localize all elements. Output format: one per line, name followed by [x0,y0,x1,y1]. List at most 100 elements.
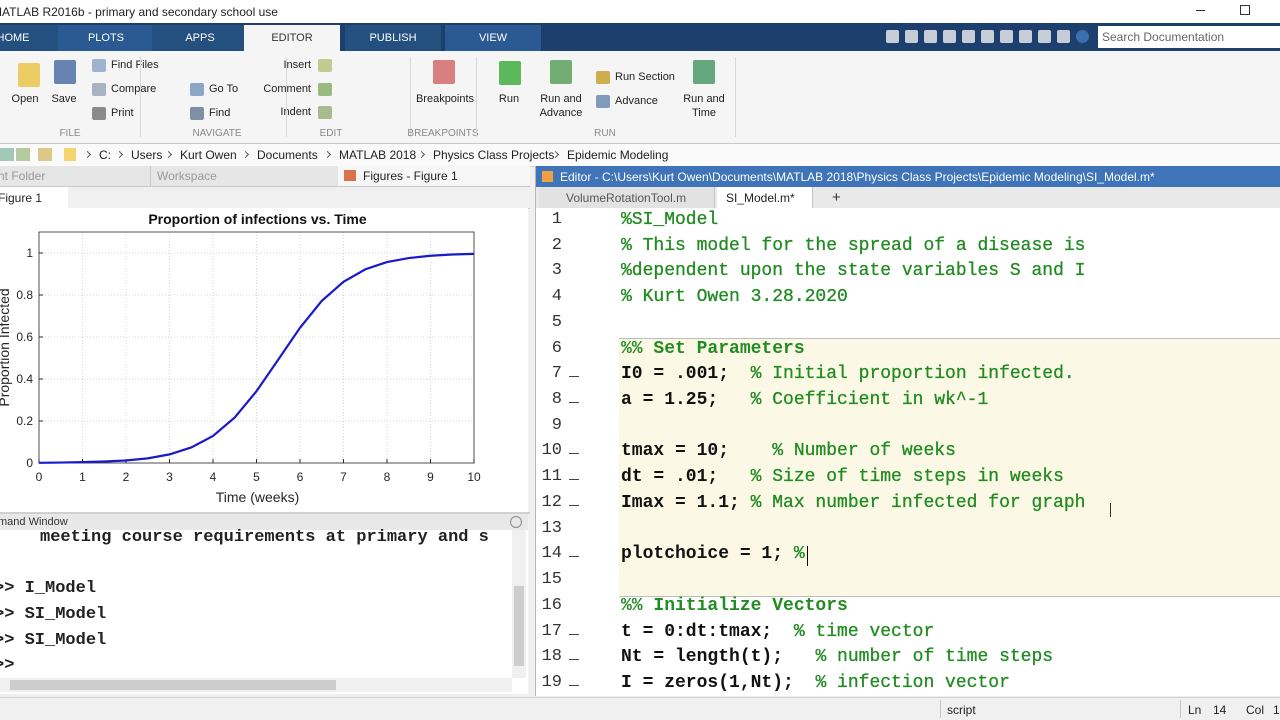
code-text: plotchoice = 1; [621,544,794,565]
button-icon[interactable] [499,61,521,85]
button-icon[interactable] [318,106,332,119]
toolstrip-button-label[interactable]: Time [691,107,717,119]
button-icon[interactable] [190,107,204,120]
nav-icon[interactable] [0,148,14,161]
y-tick-label: 0.4 [16,372,33,386]
editor-tab-label[interactable]: VolumeRotationTool.m [566,191,687,205]
panel-separator [0,512,530,514]
search-box[interactable]: Search Documentation [1098,26,1280,48]
ribbon-tab[interactable]: PUBLISH [345,25,441,51]
quick-access-icon[interactable] [886,30,899,43]
breadcrumb[interactable]: Epidemic Modeling [567,148,669,162]
folder-icon[interactable] [64,148,76,161]
button-icon[interactable] [596,71,610,84]
button-icon[interactable] [92,107,106,120]
breadcrumb[interactable]: C: [99,148,111,162]
ribbon-tab[interactable]: EDITOR [244,25,340,51]
button-icon[interactable] [92,59,106,72]
command-line: >> SI_Model [0,605,107,624]
button-icon[interactable] [18,63,40,87]
quick-access-icon[interactable] [943,30,956,43]
panel-tab[interactable]: Figures - Figure 1 [363,169,458,183]
figure-tab[interactable]: Figure 1 [0,191,43,205]
breadcrumb[interactable]: Kurt Owen [180,148,237,162]
panel-tab[interactable]: nt Folder [0,169,46,183]
ribbon-tab[interactable]: VIEW [445,25,541,51]
quick-access-icon[interactable] [924,30,937,43]
button-icon[interactable] [596,95,610,108]
toolstrip-button-label[interactable]: Run Section [615,71,675,83]
toolstrip-button-label[interactable]: Indent [280,106,311,118]
button-icon[interactable] [550,60,572,84]
button-icon[interactable] [693,60,715,84]
quick-access-icon[interactable] [1000,30,1013,43]
tab-close[interactable] [796,191,806,201]
toolstrip-button-label[interactable]: Find [209,107,231,119]
restore-button[interactable] [1240,5,1250,15]
toolstrip-button-label[interactable]: Run [498,93,520,105]
quick-access-icon[interactable] [981,30,994,43]
nav-icon[interactable] [38,148,52,161]
quick-access-icon[interactable] [1038,30,1051,43]
scroll-thumb[interactable] [514,586,524,666]
toolstrip-button-label[interactable]: Go To [209,83,239,95]
quick-access-icon[interactable] [905,30,918,43]
ribbon-tab-label[interactable]: APPS [185,32,215,44]
line-number: 15 [541,570,562,590]
ribbon-tab[interactable]: PLOTS [58,25,154,51]
toolstrip-button-label[interactable]: Save [51,93,77,105]
toolstrip-button-label[interactable]: Comment [263,83,311,95]
breadcrumb[interactable]: MATLAB 2018 [339,148,417,162]
group-separator [140,57,141,137]
toolstrip-button-label[interactable]: Run and [683,93,725,105]
code-line: %dependent upon the state variables S an… [621,261,1086,285]
ribbon-tab-label[interactable]: HOME [0,32,30,44]
command-window-title[interactable]: mand Window [0,516,68,528]
code-line: I = zeros(1,Nt); % infection vector [621,673,1010,697]
editor-tab-label[interactable]: SI_Model.m* [726,191,795,205]
toolstrip-button-label[interactable]: Find Files [111,59,159,71]
editor-title[interactable]: Editor - C:\Users\Kurt Owen\Documents\MA… [560,170,1155,184]
ribbon-tab-label[interactable]: PUBLISH [369,32,417,44]
editor-tab[interactable]: VolumeRotationTool.m [539,187,715,208]
minimize-button[interactable] [1196,10,1205,11]
quick-access-icon[interactable] [1057,30,1070,43]
toolstrip-button-label[interactable]: Print [111,107,134,119]
code-comment: %SI_Model [621,210,719,230]
toolstrip-button-label[interactable]: Insert [283,59,311,71]
quick-access-icon[interactable] [962,30,975,43]
breadcrumb[interactable]: Users [131,148,163,162]
toolstrip-button-label[interactable]: Run and [540,93,582,105]
scroll-thumb[interactable] [10,680,336,690]
quick-access-icon[interactable] [1076,30,1089,43]
panel-tab[interactable]: Workspace [157,169,217,183]
executable-marker [569,684,579,686]
button-icon[interactable] [318,59,332,72]
ribbon-tab-label[interactable]: EDITOR [271,32,313,44]
toolstrip-button-label[interactable]: Compare [111,83,157,95]
nav-icon[interactable] [16,148,30,161]
toolstrip-button-label[interactable]: Advance [615,95,658,107]
ribbon-tab[interactable]: HOME [0,25,61,51]
ribbon-tab-label[interactable]: PLOTS [87,32,125,44]
editor-tab[interactable]: SI_Model.m* [717,187,813,208]
panel-menu-button[interactable] [510,516,522,528]
tab-close[interactable] [698,191,708,201]
button-icon[interactable] [190,83,204,96]
toolstrip-button-label[interactable]: Breakpoints [415,93,475,105]
button-icon[interactable] [54,60,76,84]
figure-tab-row [0,187,530,209]
button-icon[interactable] [318,83,332,96]
line-number: 5 [551,312,562,332]
toolstrip-button-label[interactable]: Open [11,93,39,105]
button-icon[interactable] [92,83,106,96]
new-tab[interactable]: + [832,189,841,206]
quick-access-icon[interactable] [1019,30,1032,43]
ribbon-tab[interactable]: APPS [152,25,248,51]
breadcrumb[interactable]: Physics Class Projects [433,148,555,162]
button-icon[interactable] [433,60,455,84]
breadcrumb[interactable]: Documents [257,148,318,162]
search-placeholder[interactable]: Search Documentation [1102,30,1225,44]
ribbon-tab-label[interactable]: VIEW [478,32,508,44]
toolstrip-button-label[interactable]: Advance [539,107,583,119]
